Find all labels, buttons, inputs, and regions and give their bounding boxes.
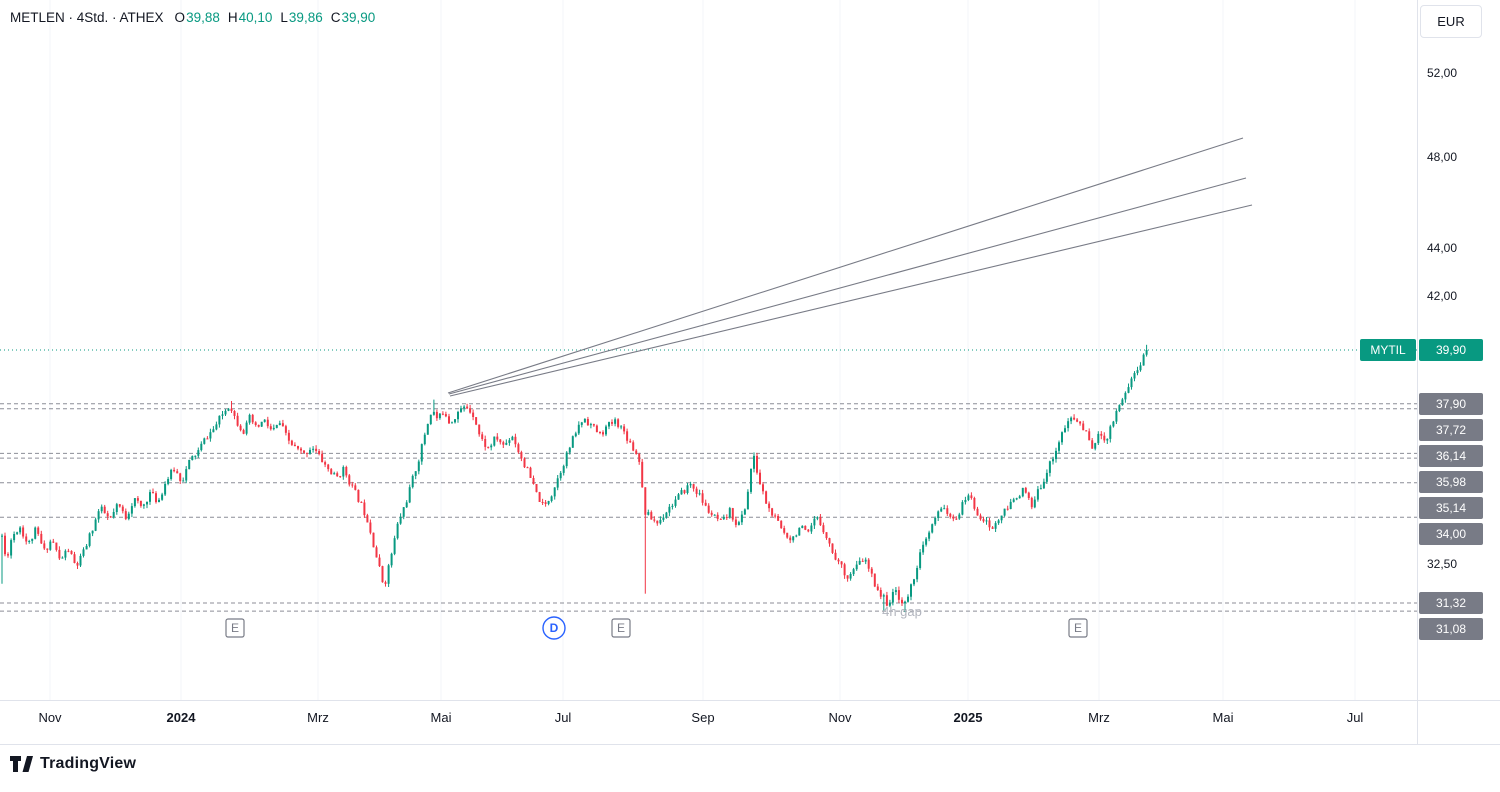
price-level-badge: 37,72 xyxy=(1419,419,1483,441)
candles xyxy=(1,344,1148,613)
svg-text:E: E xyxy=(617,621,625,635)
currency-label: EUR xyxy=(1437,14,1465,29)
open-label: O xyxy=(174,10,186,25)
earnings-marker[interactable] xyxy=(611,618,631,638)
time-tick-label: Mai xyxy=(1212,710,1234,725)
grid-lines xyxy=(49,0,1356,700)
time-tick-label: Sep xyxy=(691,710,715,725)
price-level-badge: 31,32 xyxy=(1419,592,1483,614)
price-level-badge: 35,98 xyxy=(1419,471,1483,493)
widget-bottom-border xyxy=(0,744,1500,745)
time-tick-label: Mai xyxy=(430,710,452,725)
time-tick-label: Mrz xyxy=(1088,710,1110,725)
high-value: 40,10 xyxy=(238,10,273,25)
time-tick-label: Nov xyxy=(828,710,852,725)
low-value: 39,86 xyxy=(288,10,323,25)
time-tick-label: 2025 xyxy=(953,710,983,725)
candlestick-chart[interactable]: E D E E 4h gap xyxy=(0,0,1417,700)
price-tick-label: 44,00 xyxy=(1427,241,1458,255)
price-level-badge: 36,14 xyxy=(1419,445,1483,467)
time-tick-label: 2024 xyxy=(166,710,196,725)
time-tick-label: Mrz xyxy=(307,710,329,725)
tradingview-logo-icon xyxy=(10,754,34,774)
dividend-marker[interactable] xyxy=(542,616,566,640)
symbol-title[interactable]: METLEN · 4Std. · ATHEX xyxy=(10,10,164,25)
price-tick-label: 48,00 xyxy=(1427,150,1458,164)
tradingview-wordmark: TradingView xyxy=(40,755,137,772)
price-level-badge: 31,08 xyxy=(1419,618,1483,640)
earnings-marker[interactable] xyxy=(225,618,245,638)
currency-button[interactable]: EUR xyxy=(1420,5,1482,38)
price-axis[interactable]: EUR 52,00 48,00 44,00 42,00 32,50 37,90 37,72 3… xyxy=(1418,0,1500,744)
svg-text:D: D xyxy=(550,621,559,635)
svg-text:E: E xyxy=(1074,621,1082,635)
close-value: 39,90 xyxy=(341,10,376,25)
price-tick-label: 42,00 xyxy=(1427,289,1458,303)
earnings-marker[interactable] xyxy=(1068,618,1088,638)
axis-separator-vertical xyxy=(1417,0,1418,744)
high-label: H xyxy=(227,10,238,25)
price-level-badge: 34,00 xyxy=(1419,523,1483,545)
tradingview-logo[interactable]: TradingView xyxy=(10,754,136,774)
svg-text:E: E xyxy=(231,621,239,635)
close-label: C xyxy=(330,10,341,25)
gap-annotation: 4h gap xyxy=(882,604,922,619)
low-label: L xyxy=(280,10,288,25)
open-value: 39,88 xyxy=(186,10,220,25)
price-level-badge: 35,14 xyxy=(1419,497,1483,519)
price-tick-label: 32,50 xyxy=(1427,557,1458,571)
chart-area[interactable]: E D E E 4h gap METLEN · 4Std. · ATHEX O 39,8… xyxy=(0,0,1417,700)
price-level-lines xyxy=(0,403,1417,612)
gap-note-text: 4h gap xyxy=(882,604,922,619)
axis-separator-horizontal xyxy=(0,700,1500,701)
symbol-price-tag: MYTIL xyxy=(1360,339,1416,361)
trend-lines xyxy=(447,137,1253,397)
price-level-badge: 37,90 xyxy=(1419,393,1483,415)
price-tick-label: 52,00 xyxy=(1427,66,1458,80)
time-axis[interactable]: Nov 2024 Mrz Mai Jul Sep Nov 2025 Mrz Mai Jul xyxy=(0,701,1500,744)
time-tick-label: Jul xyxy=(554,710,572,725)
time-tick-label: Nov xyxy=(38,710,62,725)
symbol-legend: METLEN · 4Std. · ATHEX O 39,88 H 40,10 L… xyxy=(10,10,383,25)
time-tick-label: Jul xyxy=(1346,710,1364,725)
current-price-badge: 39,90 xyxy=(1419,339,1483,361)
